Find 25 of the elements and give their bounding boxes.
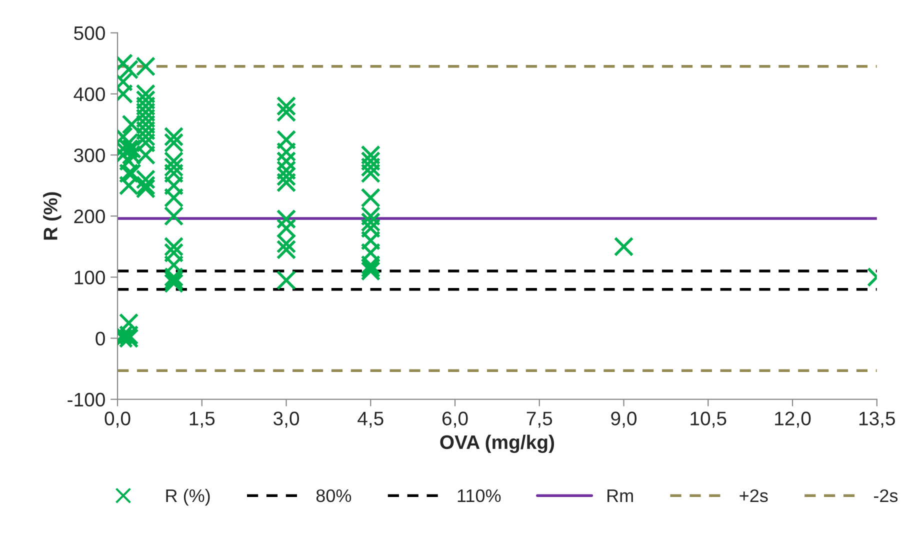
legend-label: -2s	[874, 489, 898, 502]
legend-label: Rm	[608, 490, 633, 502]
y-axis-title: R (%)	[43, 192, 62, 240]
x-axis-title: OVA (mg/kg)	[440, 434, 554, 454]
y-tick-label: 100	[74, 270, 105, 284]
y-tick-label: 400	[74, 87, 105, 102]
x-tick-label: 10,5	[690, 412, 726, 428]
y-tick-label: 200	[74, 210, 105, 224]
y-tick-label: -100	[68, 392, 105, 407]
x-tick-label: 0,0	[104, 412, 130, 428]
x-tick-label: 12,0	[775, 412, 811, 428]
x-tick-label: 3,0	[273, 412, 300, 428]
x-tick-label: 7,5	[526, 412, 552, 428]
x-tick-label: 4,5	[358, 412, 384, 428]
y-tick-label: 500	[74, 26, 105, 40]
x-tick-label: 6,0	[442, 412, 468, 428]
x-tick-label: 13,5	[859, 412, 895, 428]
legend-label: +2s	[740, 489, 768, 502]
y-tick-label: 300	[74, 148, 105, 162]
y-tick-label: 0	[96, 332, 105, 346]
legend-label: 80%	[316, 489, 352, 502]
legend-label: R (%)	[166, 488, 210, 506]
legend-label: 110%	[458, 489, 501, 502]
x-tick-label: 9,0	[611, 412, 637, 428]
x-tick-label: 1,5	[190, 412, 215, 428]
